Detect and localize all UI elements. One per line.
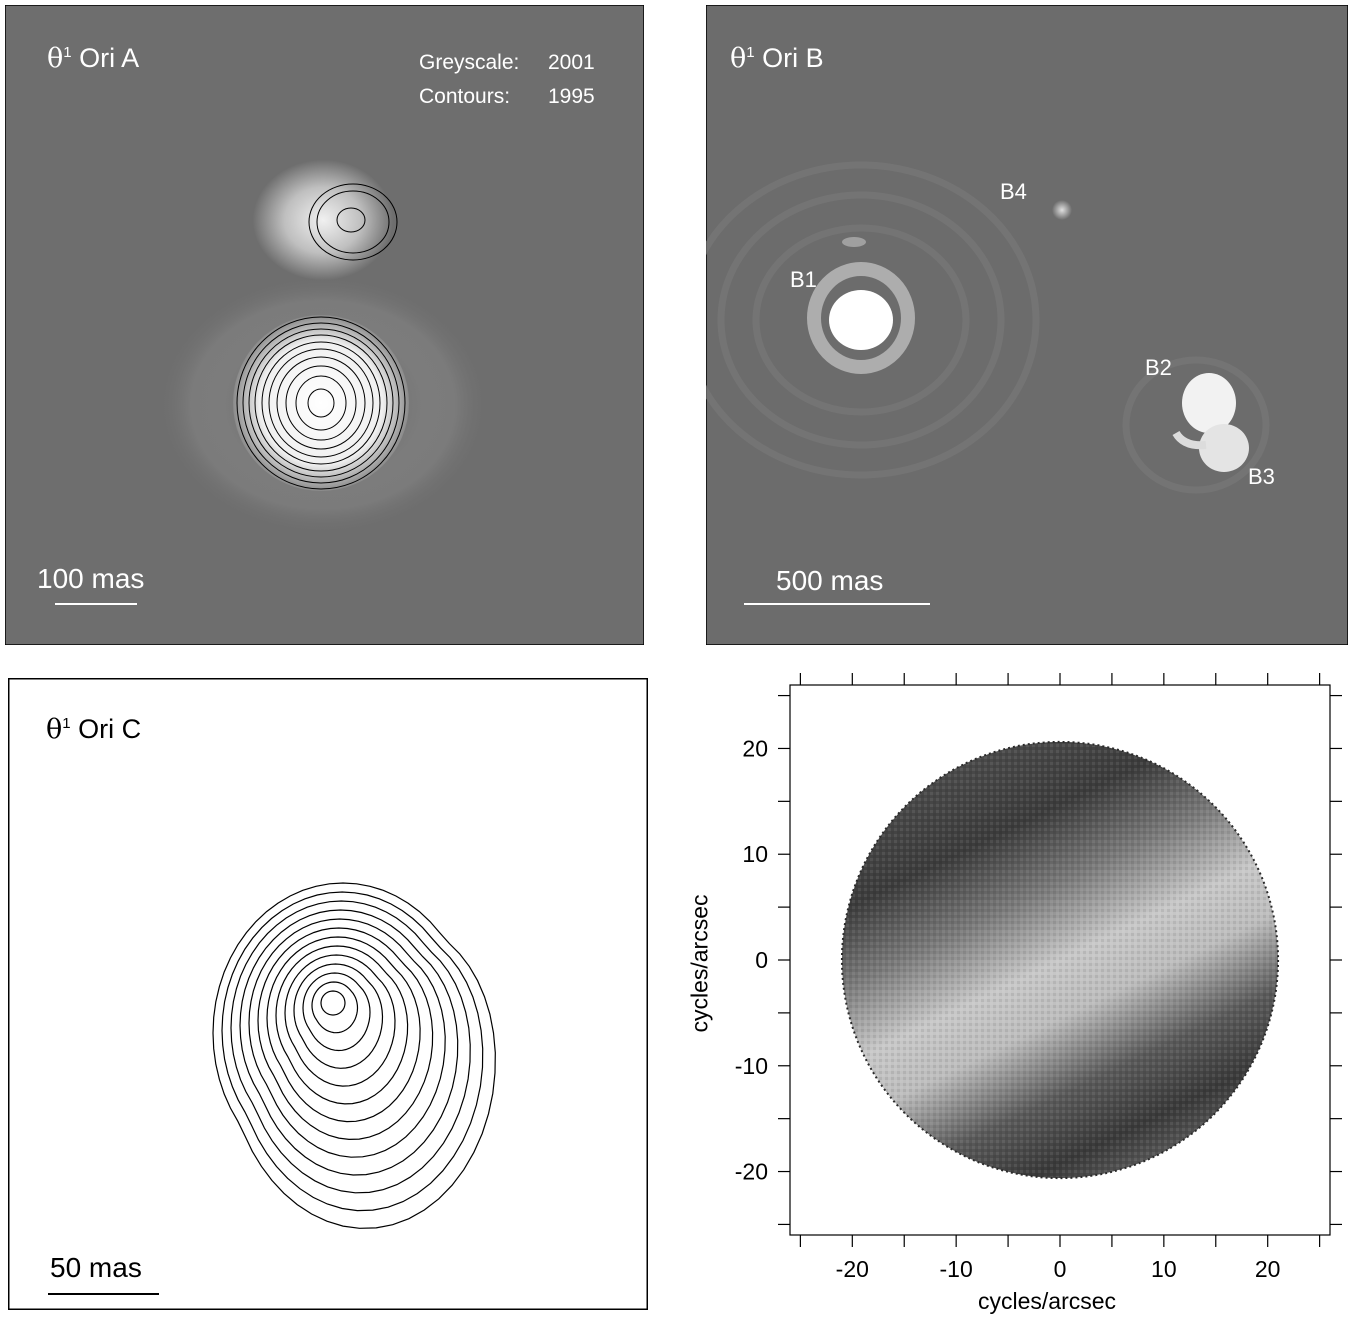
fourier-noise-overlay	[842, 742, 1278, 1178]
ori-b-scale-label: 500 mas	[776, 565, 883, 597]
ori-a-title-sup: 1	[63, 44, 71, 61]
y-tick-label: 20	[742, 735, 768, 761]
chart-xlabel: cycles/arcsec	[978, 1288, 1116, 1315]
b3-source	[1199, 424, 1249, 472]
ori-c-title: θ1 Ori C	[46, 714, 141, 745]
x-tick-label: -20	[836, 1256, 869, 1282]
panel-fourier-chart: -20 -10 0 10 20 20 10 0 -10 -20 cycles/arcsec cyc…	[660, 660, 1350, 1312]
y-tick-label: -20	[735, 1159, 768, 1185]
ori-c-title-text: Ori C	[71, 714, 142, 744]
ori-b-title-symbol: θ	[730, 43, 746, 74]
ori-a-scale-label: 100 mas	[37, 563, 144, 595]
y-tick-label: 0	[755, 947, 768, 973]
panel-ori-b: θ1 Ori B B1 B2 B3 B4 500 mas	[706, 5, 1348, 645]
ori-a-greyscale-year: 2001	[548, 51, 595, 75]
label-b2: B2	[1145, 355, 1172, 381]
panel-ori-a: θ1 Ori A Greyscale: 2001 Contours: 1995 …	[5, 5, 644, 645]
ori-b-title-sup: 1	[746, 44, 754, 61]
label-b1: B1	[790, 267, 817, 293]
panel-ori-c: θ1 Ori C 50 mas	[8, 678, 648, 1310]
fourier-aperture	[842, 742, 1278, 1178]
b4-source	[1052, 200, 1072, 220]
x-tick-label: 0	[1054, 1256, 1067, 1282]
ori-a-title-text: Ori A	[72, 43, 140, 73]
ori-b-title: θ1 Ori B	[730, 43, 824, 74]
ori-b-image	[706, 5, 1348, 645]
ori-c-image	[8, 678, 648, 1310]
label-b4: B4	[1000, 179, 1027, 205]
x-tick-label: 10	[1151, 1256, 1177, 1282]
b2-source	[1182, 373, 1236, 433]
y-tick-label: 10	[742, 841, 768, 867]
fourier-chart: -20 -10 0 10 20 20 10 0 -10 -20	[660, 660, 1350, 1312]
ori-a-title-symbol: θ	[47, 43, 63, 74]
ori-a-contours-year: 1995	[548, 85, 595, 109]
ori-b-title-text: Ori B	[755, 43, 824, 73]
ori-a-greyscale-label: Greyscale:	[419, 51, 519, 75]
ori-a-title: θ1 Ori A	[47, 43, 139, 74]
ori-c-title-sup: 1	[62, 715, 70, 732]
y-tick-label: -10	[735, 1053, 768, 1079]
ori-a-contours-label: Contours:	[419, 85, 510, 109]
ori-c-scale-label: 50 mas	[50, 1252, 142, 1284]
chart-ylabel: cycles/arcsec	[687, 894, 714, 1034]
label-b3: B3	[1248, 464, 1275, 490]
x-tick-label: 20	[1255, 1256, 1281, 1282]
x-tick-label: -10	[940, 1256, 973, 1282]
b1-core	[829, 290, 893, 350]
ori-c-title-symbol: θ	[46, 714, 62, 745]
